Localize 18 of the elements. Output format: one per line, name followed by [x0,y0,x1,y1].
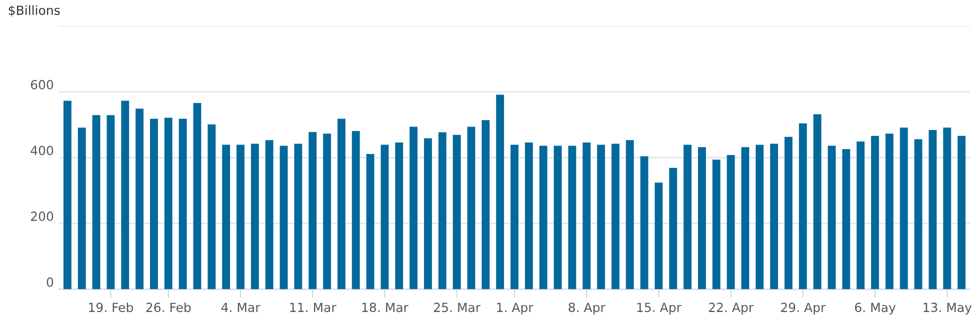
x-tick-label: 4. Mar [221,302,260,312]
x-tick-label: 1. Apr [497,302,534,315]
y-tick-label: 400 [30,146,54,156]
x-tick-label: 8. Apr [568,302,606,315]
x-tick-label: 25. Mar [434,302,481,312]
y-tick-label: 600 [30,80,54,90]
x-tick-label: 15. Apr [637,302,682,315]
x-tick-label: 6. May [855,302,896,315]
x-tick-label: 29. Apr [781,302,826,315]
y-tick-label: 200 [30,212,54,222]
y-axis-title: $Billions [8,5,60,17]
x-tick-label: 13. May [924,302,972,315]
x-tick-label: 26. Feb [146,302,191,312]
x-tick-label: 22. Apr [708,302,754,315]
x-tick-label: 19. Feb [89,302,134,312]
x-tick-label: 18. Mar [362,302,408,312]
y-tick-label: 0 [46,277,54,287]
x-tick-label: 11. Mar [290,302,336,312]
